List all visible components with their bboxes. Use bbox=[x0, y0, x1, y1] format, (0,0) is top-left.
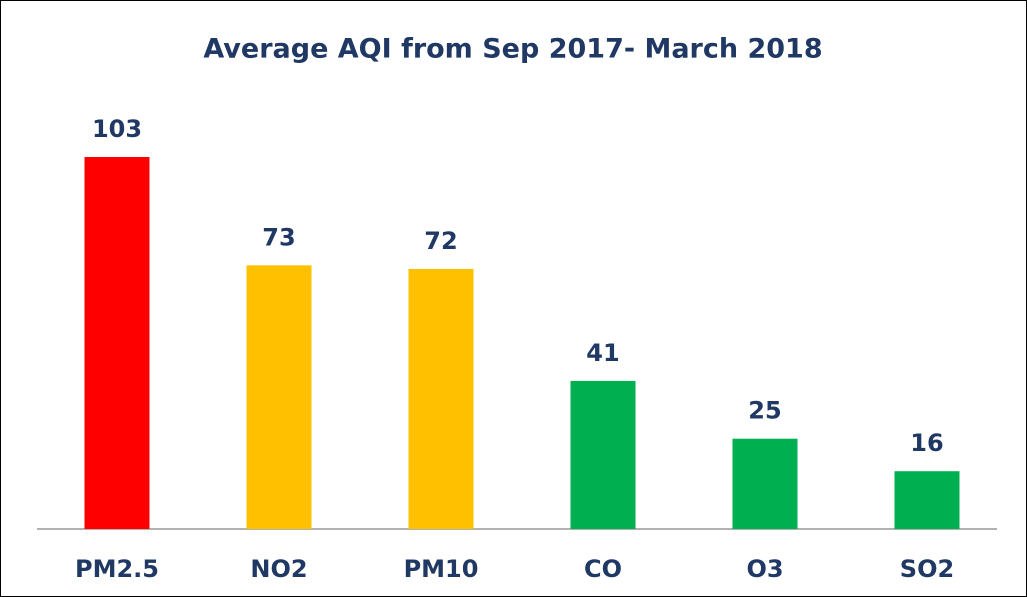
value-label: 41 bbox=[586, 339, 619, 367]
value-label: 25 bbox=[748, 397, 781, 425]
x-tick-label: PM10 bbox=[404, 555, 479, 583]
value-label: 103 bbox=[92, 115, 142, 143]
x-tick-label: SO2 bbox=[900, 555, 954, 583]
bar bbox=[246, 265, 312, 529]
value-label: 73 bbox=[262, 223, 295, 251]
x-tick-label: O3 bbox=[746, 555, 783, 583]
bar bbox=[732, 438, 798, 529]
bar bbox=[570, 380, 636, 529]
bar bbox=[84, 157, 150, 529]
x-tick-label: NO2 bbox=[250, 555, 307, 583]
x-tick-label: PM2.5 bbox=[75, 555, 159, 583]
bar bbox=[408, 268, 474, 529]
bar bbox=[894, 471, 960, 529]
value-label: 16 bbox=[910, 429, 943, 457]
x-tick-label: CO bbox=[584, 555, 622, 583]
value-label: 72 bbox=[424, 227, 457, 255]
chart-title: Average AQI from Sep 2017- March 2018 bbox=[203, 34, 822, 65]
